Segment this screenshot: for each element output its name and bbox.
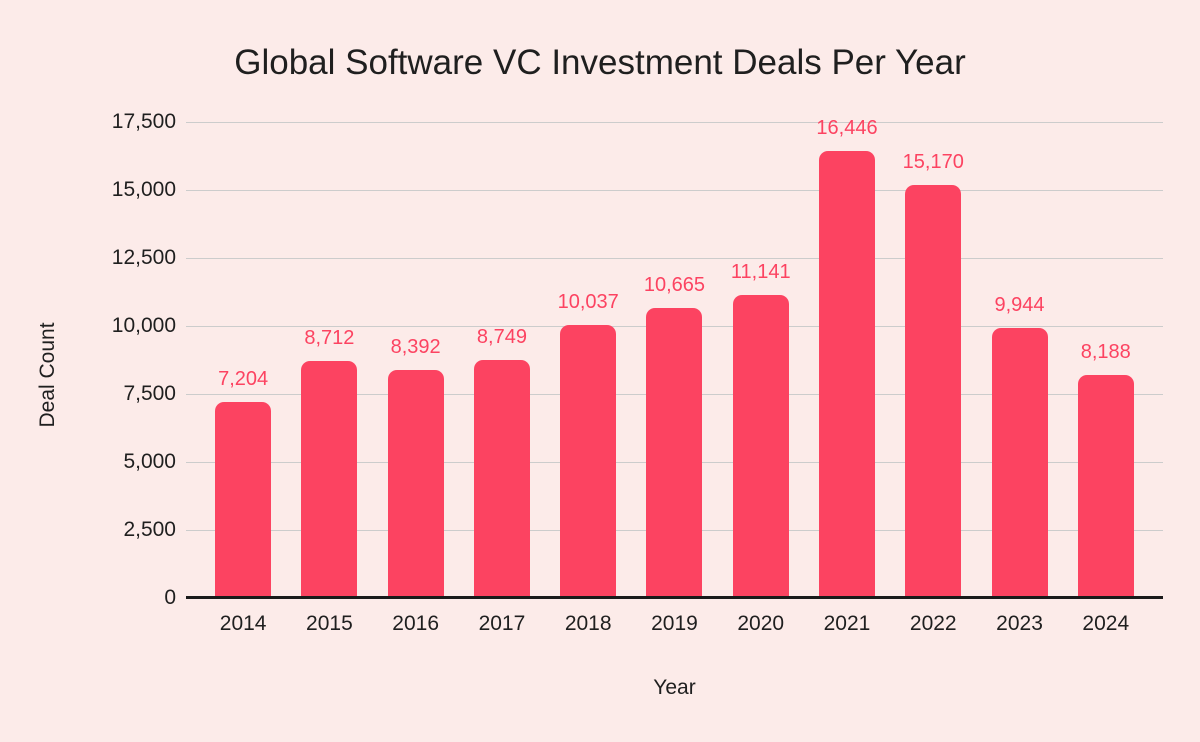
bar-slot: 15,170 2022 (890, 122, 976, 635)
bar-2015 (301, 361, 358, 598)
bar-slot: 10,037 2018 (545, 122, 631, 635)
bar-2019 (646, 307, 703, 598)
y-tick-label: 0 (164, 586, 176, 609)
x-tick-label: 2016 (392, 612, 440, 635)
x-tick-label: 2014 (219, 612, 267, 635)
bar-slot: 7,204 2014 (200, 122, 286, 635)
bar-2017 (473, 360, 530, 598)
bar-slot: 8,749 2017 (459, 122, 545, 635)
bar-value-label: 8,188 (1080, 341, 1131, 364)
x-tick-label: 2015 (306, 612, 353, 635)
chart-title: Global Software VC Investment Deals Per … (234, 43, 966, 82)
x-tick-label: 2022 (909, 612, 957, 635)
y-tick-label: 15,000 (111, 178, 176, 201)
x-tick-label: 2020 (737, 612, 785, 635)
x-tick-label: 2023 (996, 612, 1043, 635)
bar-value-label: 10,037 (557, 291, 619, 313)
bar-2023 (991, 327, 1048, 598)
x-tick-label: 2021 (823, 612, 871, 635)
x-tick-label: 2018 (564, 612, 612, 635)
bar-slot: 8,392 2016 (373, 122, 459, 635)
bar-value-label: 8,392 (390, 335, 441, 358)
bar-2016 (387, 369, 444, 598)
x-tick-label: 2024 (1082, 612, 1130, 635)
y-tick-label: 10,000 (111, 314, 176, 337)
x-axis-title: Year (653, 676, 696, 699)
x-tick-label: 2017 (478, 612, 526, 635)
bar-slot: 8,712 2015 (286, 122, 372, 635)
y-tick-label: 5,000 (123, 450, 176, 473)
bar-2021 (818, 150, 875, 598)
y-tick-label: 17,500 (111, 110, 176, 133)
bar-2022 (905, 185, 962, 598)
y-tick-label: 7,500 (123, 382, 176, 405)
grid-line (186, 121, 1163, 123)
bar-value-label: 8,749 (476, 326, 527, 349)
bar-slot: 11,141 2020 (718, 122, 804, 635)
grid-line (186, 189, 1163, 191)
bar-slot: 8,188 2024 (1063, 122, 1149, 635)
bar-value-label: 10,665 (643, 273, 706, 296)
bar-2020 (732, 294, 789, 598)
bar-value-label: 11,141 (730, 260, 791, 283)
bar-value-label: 15,170 (902, 151, 964, 174)
bar-slot: 16,446 2021 (804, 117, 890, 635)
x-tick-label: 2019 (651, 612, 698, 635)
bar-2018 (560, 325, 617, 598)
bar-value-label: 16,446 (816, 116, 878, 139)
y-tick-label: 2,500 (123, 518, 176, 541)
grid-line (186, 257, 1163, 259)
bar-value-label: 7,204 (218, 368, 269, 391)
bar-2014 (215, 402, 272, 598)
bar-value-label: 9,944 (994, 293, 1045, 316)
bar-slot: 10,665 2019 (631, 122, 717, 635)
y-axis-tick-labels: 0 2,500 5,000 7,500 10,000 12,500 15,000 17,500 (0, 110, 176, 609)
bar-2024 (1077, 375, 1134, 598)
plot-area: 7,204 2014 8,712 2015 8,392 2016 8,749 2017 10,0… (186, 117, 1163, 635)
bars-row: 7,204 2014 8,712 2015 8,392 2016 8,749 2017 10,0… (186, 117, 1163, 635)
bar-slot: 9,944 2023 (976, 122, 1062, 635)
y-tick-label: 12,500 (111, 246, 176, 269)
bar-value-label: 8,712 (304, 327, 355, 350)
x-axis-line (186, 596, 1163, 599)
